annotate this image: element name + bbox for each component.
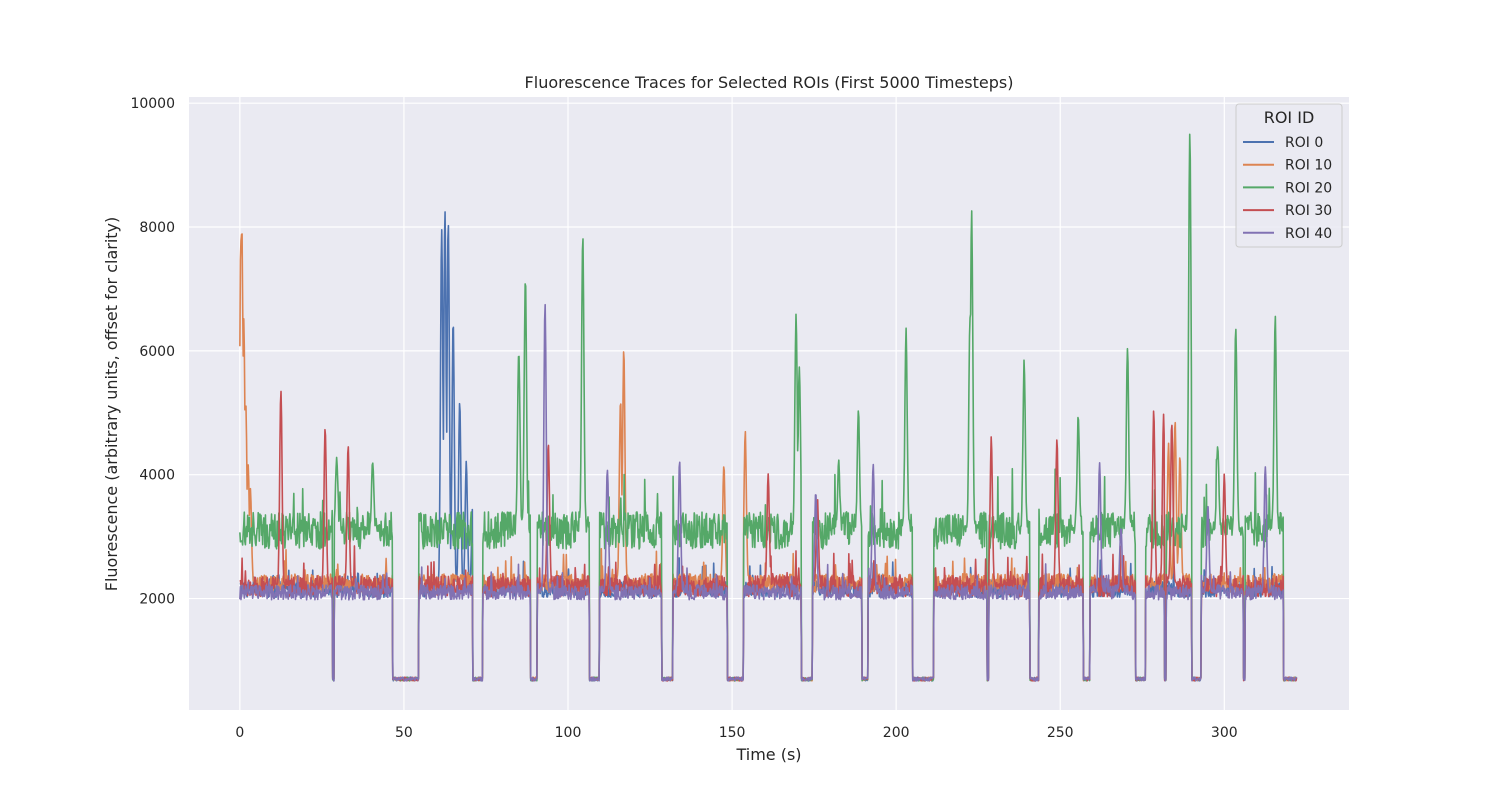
legend-box (1235, 103, 1343, 248)
x-tick-label: 200 (883, 725, 910, 741)
x-tick-label: 100 (555, 725, 582, 741)
legend-label: ROI 10 (1285, 158, 1332, 174)
legend-items: ROI 0 ROI 10 ROI 20 ROI 30 ROI 40 (1243, 135, 1332, 242)
series-lines (239, 133, 1298, 682)
legend: ROI ID ROI 0 ROI 10 ROI 20 ROI 30 ROI 40 (1235, 103, 1343, 248)
y-tick-label: 6000 (139, 344, 175, 360)
legend-label: ROI 20 (1285, 180, 1332, 196)
tick-labels: 0 50 100 150 200 250 300 2000 4000 6000 8000 10000 (130, 96, 1237, 741)
y-tick-label: 2000 (139, 592, 175, 608)
legend-label: ROI 30 (1285, 203, 1332, 219)
y-tick-label: 8000 (139, 220, 175, 236)
x-axis-title: Time (s) (735, 745, 801, 764)
x-tick-label: 50 (395, 725, 413, 741)
plot-area (189, 97, 1349, 710)
x-tick-label: 150 (719, 725, 746, 741)
y-tick-label: 10000 (130, 96, 175, 112)
legend-label: ROI 40 (1285, 226, 1332, 242)
x-tick-label: 0 (235, 725, 244, 741)
chart-title: Fluorescence Traces for Selected ROIs (F… (525, 73, 1014, 92)
legend-title: ROI ID (1264, 108, 1315, 127)
y-axis-title: Fluorescence (arbitrary units, offset fo… (102, 217, 121, 592)
y-tick-label: 4000 (139, 468, 175, 484)
legend-label: ROI 0 (1285, 135, 1323, 151)
series-line-roi-40 (239, 303, 1298, 682)
x-tick-label: 250 (1047, 725, 1074, 741)
grid (189, 97, 1349, 710)
x-tick-label: 300 (1211, 725, 1238, 741)
